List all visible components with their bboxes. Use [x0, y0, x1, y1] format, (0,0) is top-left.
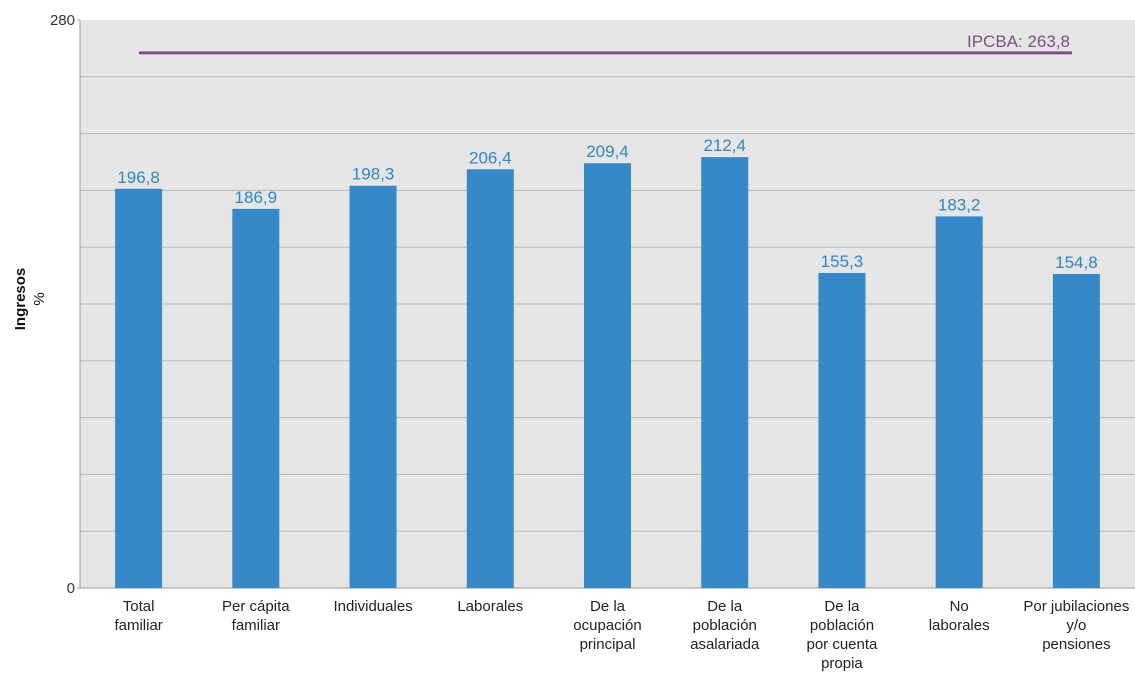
x-tick-label: Individuales — [333, 598, 412, 615]
x-tick-label: Por jubilaciones y/o pensiones — [1023, 598, 1129, 653]
bar — [818, 272, 866, 588]
y-axis-title: Ingresos % — [12, 268, 48, 331]
x-tick-label: Total familiar — [114, 598, 162, 634]
x-tick-label: De la población asalariada — [690, 598, 760, 653]
data-label: 198,3 — [352, 165, 395, 184]
data-label: 155,3 — [821, 252, 864, 271]
y-tick-label: 280 — [50, 12, 75, 29]
bars — [115, 157, 1100, 589]
bar — [1052, 273, 1100, 588]
reference-line-group: IPCBA: 263,8 — [139, 32, 1072, 55]
reference-line-label: IPCBA: 263,8 — [967, 32, 1070, 51]
bar — [349, 185, 397, 588]
x-tick-label: De la población por cuenta propia — [806, 598, 878, 672]
category-labels: Total familiar Per cápita familiar Individua… — [114, 598, 1129, 672]
x-tick-label: Laborales — [457, 598, 523, 615]
value-labels: 196,8 186,9 198,3 206,4 209,4 212,4 155,3 183,2… — [117, 136, 1097, 272]
bar — [584, 163, 631, 588]
data-label: 183,2 — [938, 195, 981, 214]
data-label: 212,4 — [703, 136, 746, 155]
data-label: 196,8 — [117, 168, 160, 187]
y-tick-label: 0 — [67, 580, 75, 597]
data-label: 186,9 — [235, 188, 278, 207]
bar — [935, 216, 983, 588]
x-tick-label: Per cápita familiar — [222, 598, 290, 634]
y-axis-unit: % — [31, 292, 48, 305]
data-label: 209,4 — [586, 142, 629, 161]
y-tick-labels: 0 280 — [50, 12, 80, 597]
y-axis-label: Ingresos — [12, 268, 29, 331]
data-label: 206,4 — [469, 148, 512, 167]
bar — [466, 169, 514, 588]
x-tick-label: De la ocupación principal — [573, 598, 641, 653]
bar — [701, 157, 749, 589]
data-label: 154,8 — [1055, 253, 1098, 272]
bar — [115, 188, 163, 588]
bar — [232, 208, 280, 589]
x-tick-label: No laborales — [929, 598, 990, 634]
